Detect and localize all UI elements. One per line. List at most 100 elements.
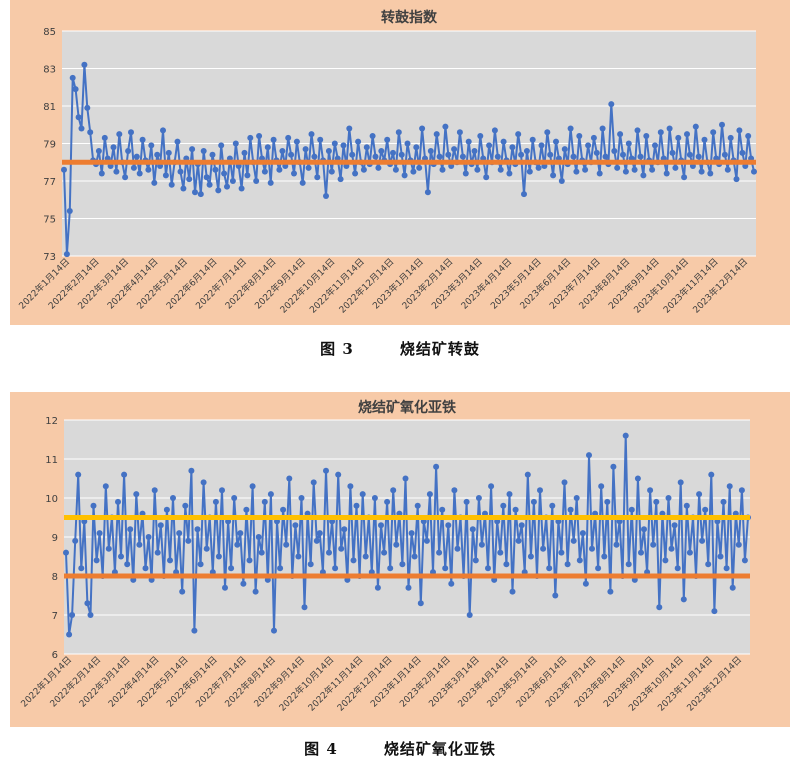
data-point	[247, 134, 254, 141]
data-point	[258, 549, 265, 556]
data-point	[310, 479, 317, 486]
data-point	[302, 146, 309, 153]
data-point	[647, 487, 654, 494]
data-point	[625, 140, 632, 147]
data-point	[240, 580, 247, 587]
data-point	[93, 557, 100, 564]
x-tick-label: 2022年12月14日	[336, 256, 396, 316]
data-point	[145, 534, 152, 540]
data-point	[424, 189, 431, 196]
data-point	[130, 164, 137, 171]
data-point	[301, 604, 308, 611]
data-point	[381, 549, 388, 556]
data-point	[512, 506, 519, 513]
data-point	[75, 471, 82, 478]
data-point	[139, 136, 146, 143]
data-point	[668, 545, 675, 552]
data-point	[72, 86, 79, 93]
data-point	[650, 541, 657, 548]
data-point	[115, 498, 121, 505]
x-tick-label: 2023年4月14日	[455, 654, 511, 710]
x-tick-label: 2022年6月14日	[164, 256, 220, 312]
data-point	[711, 608, 718, 615]
data-point	[471, 148, 478, 154]
data-point	[582, 580, 589, 587]
data-point	[203, 174, 210, 181]
data-point	[564, 561, 571, 568]
data-point	[488, 483, 495, 490]
data-point	[567, 506, 574, 513]
data-point	[362, 553, 369, 560]
data-point	[127, 526, 134, 533]
data-point	[232, 140, 239, 147]
data-point	[307, 561, 314, 568]
data-point	[411, 553, 418, 560]
data-point	[191, 627, 198, 634]
data-point	[625, 561, 632, 568]
data-point	[456, 129, 463, 136]
data-point	[402, 475, 409, 482]
data-point	[121, 471, 128, 478]
data-point	[218, 142, 225, 149]
x-tick-label: 2023年9月14日	[601, 654, 657, 710]
data-point	[526, 168, 533, 175]
data-point	[237, 530, 244, 537]
y-tick-label: 83	[43, 65, 56, 76]
data-point	[497, 166, 504, 173]
data-point	[491, 127, 498, 134]
data-point	[81, 61, 88, 68]
data-point	[350, 557, 357, 564]
data-point	[197, 561, 204, 568]
data-point	[189, 146, 196, 153]
data-point	[323, 467, 329, 474]
data-point	[552, 592, 559, 599]
x-tick-label: 2023年2月14日	[399, 256, 455, 312]
y-tick-label: 8	[52, 572, 58, 583]
x-tick-label: 2022年2月14日	[46, 256, 102, 312]
x-tick-label: 2022年4月14日	[105, 256, 161, 312]
series-line	[65, 434, 749, 636]
x-tick-label: 2022年1月14日	[16, 256, 72, 312]
data-point	[459, 153, 466, 160]
data-point	[721, 151, 728, 158]
data-point	[506, 170, 513, 177]
data-point	[390, 149, 396, 156]
data-point	[66, 208, 73, 214]
data-point	[641, 526, 647, 533]
data-point	[518, 151, 525, 158]
x-tick-label: 2023年1月14日	[370, 256, 426, 312]
data-point	[596, 170, 603, 177]
data-point	[550, 172, 557, 179]
data-point	[439, 166, 446, 173]
data-point	[436, 153, 443, 160]
data-point	[417, 600, 424, 607]
data-point	[246, 557, 253, 564]
data-point	[553, 138, 559, 145]
data-point	[601, 553, 608, 560]
data-point	[243, 506, 250, 513]
data-point	[305, 164, 312, 171]
data-point	[739, 149, 746, 156]
data-point	[314, 174, 321, 181]
y-tick-label: 77	[43, 177, 56, 188]
data-point	[567, 125, 574, 132]
x-tick-label: 2023年12月14日	[690, 256, 750, 316]
data-point	[590, 134, 597, 141]
data-point	[738, 487, 745, 494]
feo-chart: 烧结矿氧化亚铁67891011122022年1月14日2022年2月14日202…	[18, 399, 751, 714]
data-point	[494, 153, 501, 160]
data-point	[384, 136, 391, 143]
data-point	[527, 553, 534, 560]
data-point	[165, 149, 172, 156]
data-point	[570, 153, 577, 160]
data-point	[610, 463, 617, 470]
data-point	[733, 176, 740, 183]
data-point	[672, 164, 679, 171]
data-point	[474, 166, 481, 173]
y-tick-label: 6	[52, 650, 58, 661]
data-point	[264, 144, 271, 151]
data-point	[640, 172, 647, 179]
data-point	[280, 506, 287, 513]
data-point	[288, 151, 295, 158]
data-point	[326, 549, 332, 556]
